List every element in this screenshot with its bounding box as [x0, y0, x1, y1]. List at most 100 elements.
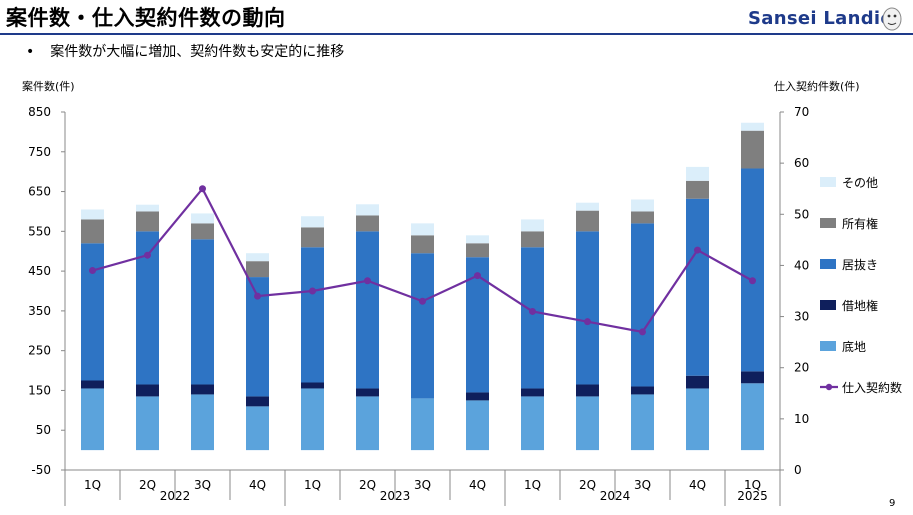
legend-item-idonuki-label: 居抜き [842, 258, 878, 272]
bar-segment-idonuki [521, 247, 544, 389]
bar-segment-idonuki [631, 223, 654, 387]
legend-item-sokochi-label: 底地 [842, 339, 866, 354]
contract-count-point [474, 272, 481, 280]
summary-bullet: • 案件数が大幅に増加、契約件数も安定的に推移 [26, 41, 344, 61]
bar-segment-sokochi [576, 396, 599, 451]
legend-item-line-marker [825, 383, 833, 391]
legend-item-idonuki-swatch [820, 259, 836, 269]
left-axis-tick-label: 750 [28, 145, 51, 159]
contract-count-point [584, 318, 591, 326]
contract-count-point [639, 328, 646, 336]
right-axis-tick-label: 60 [794, 156, 809, 170]
bar-segment-shakuchi [191, 384, 214, 395]
bar-segment-shoyu [136, 211, 159, 232]
contract-count-point [749, 277, 756, 285]
bar-segment-idonuki [246, 277, 269, 397]
right-axis-tick-label: 0 [794, 463, 802, 477]
category-tick-label: 2Q [139, 478, 156, 492]
category-tick-label: 4Q [249, 478, 266, 492]
bar-segment-shakuchi [356, 388, 379, 397]
bar-segment-shakuchi [686, 375, 709, 389]
left-axis-tick-label: 350 [28, 304, 51, 318]
bar-segment-idonuki [356, 231, 379, 389]
bar-segment-sokochi [741, 383, 764, 451]
legend-item-shoyu-swatch [820, 218, 836, 228]
bar-segment-sonota [631, 199, 654, 212]
contract-count-point [529, 307, 536, 315]
bar-segment-sonota [521, 219, 544, 232]
bar-segment-sokochi [466, 400, 489, 451]
category-tick-label: 3Q [194, 478, 211, 492]
bar-segment-sonota [576, 202, 599, 211]
bar-segment-sonota [466, 235, 489, 244]
left-axis-tick-label: 850 [28, 105, 51, 119]
year-label: 2025 [737, 489, 768, 503]
page-number: 9 [889, 498, 896, 509]
category-tick-label: 1Q [304, 478, 321, 492]
year-label: 2023 [380, 489, 411, 503]
bar-segment-shoyu [741, 130, 764, 169]
bar-segment-shoyu [576, 210, 599, 232]
contract-count-point [364, 277, 371, 285]
right-axis-tick-label: 20 [794, 361, 809, 375]
bar-segment-sokochi [81, 388, 104, 451]
bar-segment-sonota [81, 209, 104, 220]
bar-segment-shoyu [191, 223, 214, 240]
bar-segment-shakuchi [631, 386, 654, 395]
bar-segment-shoyu [411, 235, 434, 254]
category-tick-label: 1Q [84, 478, 101, 492]
title-divider [0, 33, 913, 35]
bar-segment-sokochi [191, 394, 214, 451]
left-axis-tick-label: 50 [36, 423, 51, 437]
legend-item-sonota-label: その他 [842, 176, 878, 190]
year-label: 2022 [160, 489, 191, 503]
bar-segment-idonuki [576, 231, 599, 385]
bar-segment-sonota [411, 223, 434, 236]
contract-count-point [254, 292, 261, 300]
right-axis-tick-label: 50 [794, 207, 809, 221]
contract-count-point [199, 185, 206, 193]
bar-segment-sokochi [136, 396, 159, 451]
bar-segment-idonuki [686, 198, 709, 376]
left-axis-tick-label: 150 [28, 383, 51, 397]
bar-segment-shoyu [686, 180, 709, 199]
summary-text: 案件数が大幅に増加、契約件数も安定的に推移 [50, 44, 345, 60]
category-tick-label: 1Q [744, 478, 761, 492]
bar-segment-sonota [356, 204, 379, 216]
company-logo: Sansei Landic [748, 8, 892, 29]
left-axis-tick-label: -50 [31, 463, 51, 477]
bar-segment-sokochi [411, 398, 434, 451]
right-axis-title: 仕入契約件数(件) [774, 80, 860, 93]
bar-segment-shoyu [246, 261, 269, 278]
bar-segment-shoyu [631, 211, 654, 224]
left-axis-title: 案件数(件) [22, 80, 75, 93]
bar-segment-shoyu [466, 243, 489, 258]
bar-segment-shakuchi [576, 384, 599, 397]
bar-segment-shakuchi [741, 371, 764, 384]
bar-segment-sokochi [631, 394, 654, 451]
bar-segment-shakuchi [521, 388, 544, 397]
right-axis-tick-label: 70 [794, 105, 809, 119]
bar-segment-shoyu [521, 231, 544, 248]
left-axis-tick-label: 450 [28, 264, 51, 278]
bar-segment-shakuchi [301, 382, 324, 389]
contract-count-point [144, 251, 151, 259]
bar-segment-sokochi [686, 388, 709, 451]
category-tick-label: 2Q [359, 478, 376, 492]
bar-segment-idonuki [191, 239, 214, 385]
right-axis-tick-label: 40 [794, 258, 809, 272]
contract-count-point [89, 267, 96, 275]
bar-segment-shakuchi [81, 380, 104, 389]
bar-segment-sokochi [246, 406, 269, 451]
category-tick-label: 4Q [689, 478, 706, 492]
bar-segment-sonota [741, 122, 764, 131]
mascot-icon [882, 7, 902, 31]
page-title: 案件数・仕入契約件数の動向 [6, 6, 286, 30]
bar-segment-sonota [136, 204, 159, 212]
right-axis-tick-label: 30 [794, 310, 809, 324]
bar-segment-sonota [301, 216, 324, 228]
bar-segment-idonuki [81, 243, 104, 381]
bar-segment-sokochi [521, 396, 544, 451]
left-axis-tick-label: 250 [28, 344, 51, 358]
